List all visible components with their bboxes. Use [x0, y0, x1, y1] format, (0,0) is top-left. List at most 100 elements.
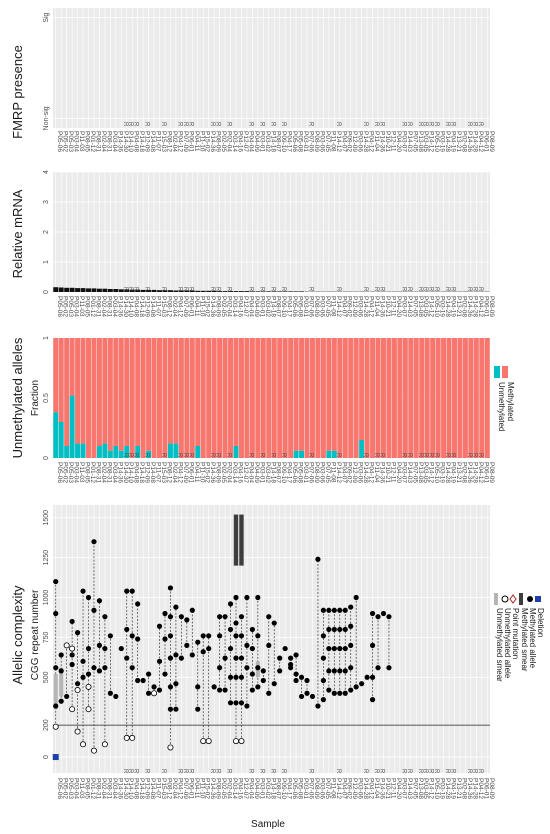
fmrp-tick-label: P14-36 — [379, 131, 386, 152]
mrna-bar — [157, 290, 162, 292]
unmeth-tick-label: P01-12 — [89, 462, 96, 483]
mrna-tick-label: P04-12 — [477, 296, 484, 317]
allelic-methylated-allele — [124, 655, 130, 661]
unmeth-r-flag: R — [362, 453, 368, 458]
unmeth-tick-label: P04-08 — [133, 462, 140, 483]
allelic-r-flag: R — [379, 769, 385, 774]
mrna-tick-label: P03-19 — [439, 296, 446, 317]
allelic-r-flag: R — [335, 769, 341, 774]
allelic-tick-label: P14-08 — [149, 778, 156, 799]
allelic-methylated-allele — [337, 626, 343, 633]
allelic-methylated-allele — [238, 700, 245, 706]
unmeth-r-flag: R — [466, 453, 472, 458]
mrna-r-flag: R — [226, 287, 232, 292]
fmrp-tick-label: P06-01 — [482, 131, 489, 152]
mrna-tick-label: P04-20 — [395, 296, 402, 317]
allelic-methylated-allele — [326, 668, 332, 674]
fmrp-r-flag: R — [182, 122, 188, 127]
fmrp-tick-label: P04-17 — [286, 131, 293, 152]
unmeth-bar-methylated — [107, 338, 113, 451]
allelic-methylated-allele — [53, 703, 59, 709]
mrna-tick-label: P04-11 — [193, 296, 200, 317]
mrna-tick-label: P04-04 — [247, 296, 254, 317]
fmrp-tick-label: P15-02 — [204, 131, 211, 152]
mrna-tick-label: P15-03 — [160, 296, 167, 317]
mrna-tick-label: P14-28 — [471, 296, 478, 317]
unmeth-tick-label: P04-04 — [247, 462, 254, 483]
mrna-tick-label: P08-09 — [215, 296, 222, 317]
mrna-bar — [58, 287, 64, 292]
allelic-tick-label: P04-12 — [368, 778, 375, 799]
allelic-methylated-allele — [249, 687, 255, 693]
allelic-methylated-allele — [124, 588, 130, 594]
allelic-tick-label: P08-05 — [84, 778, 91, 799]
allelic-methylated-allele — [260, 668, 266, 674]
fmrp-tick-label: P08-05 — [84, 131, 91, 152]
unmeth-tick-label: P02-04 — [226, 462, 233, 483]
unmeth-r-flag: R — [373, 453, 379, 458]
unmeth-bar-methylated — [266, 338, 272, 458]
fmrp-tick-label: P13-21 — [455, 131, 462, 152]
mrna-bar — [162, 290, 168, 292]
allelic-methylated-allele — [375, 665, 381, 671]
mrna-tick-label: P03-07 — [400, 296, 407, 317]
allelic-unmethylated-allele — [129, 734, 136, 741]
mrna-tick-label: P07-05 — [324, 296, 331, 317]
allelic-tick-label: P03-06 — [318, 778, 325, 799]
fmrp-r-flag: R — [176, 122, 182, 127]
unmeth-tick-label: P03-06 — [357, 462, 364, 483]
allelic-tick-label: P08-31 — [105, 778, 112, 799]
unmeth-y-tick: 0 — [43, 456, 50, 460]
allelic-methylated-allele — [200, 649, 206, 655]
mrna-tick-label: P11-10 — [198, 296, 205, 317]
allelic-methylated-allele — [326, 645, 332, 652]
allelic-methylated-allele — [135, 601, 141, 607]
mrna-bar — [173, 290, 179, 292]
fmrp-tick-label: P08-09 — [488, 131, 495, 152]
allelic-r-flag: R — [433, 769, 439, 774]
allelic-methylated-allele — [288, 655, 294, 661]
allelic-r-flag: R — [450, 769, 456, 774]
mrna-tick-label: P03-05 — [422, 296, 429, 317]
unmeth-bar-methylated — [304, 338, 310, 458]
allelic-tick-label: P04-19 — [450, 778, 457, 799]
unmeth-tick-label: P05-08 — [297, 462, 304, 483]
unmeth-bar-methylated — [249, 338, 255, 458]
unmeth-r-flag: R — [417, 453, 423, 458]
fmrp-tick-label: P08-31 — [94, 131, 101, 152]
unmeth-tick-label: P14-36 — [209, 462, 216, 483]
fmrp-tick-label: P03-14 — [231, 131, 238, 152]
fmrp-tick-label: P09-02 — [346, 131, 353, 152]
allelic-r-flag: R — [417, 769, 423, 774]
fmrp-r-flag: R — [160, 122, 166, 127]
mrna-bar — [53, 287, 59, 292]
unmeth-bar-unmethylated — [299, 450, 305, 458]
fmrp-tick-label: P07-09 — [182, 131, 189, 152]
unmeth-tick-label: P11-08 — [329, 462, 336, 483]
unmeth-tick-label: P14-03 — [406, 462, 413, 483]
allelic-methylated-allele — [129, 588, 135, 594]
allelic-unmethylated-allele — [69, 706, 76, 713]
allelic-y-tick: 1250 — [43, 550, 50, 566]
mrna-bar — [135, 289, 141, 292]
allelic-methylated-allele — [167, 655, 174, 661]
legend-label-methylated: Methylated — [506, 382, 515, 421]
unmeth-tick-label: P08-31 — [94, 462, 101, 483]
allelic-methylated-allele — [80, 588, 86, 594]
unmeth-bar-methylated — [320, 338, 326, 458]
mrna-bar — [75, 288, 81, 292]
allelic-r-flag: R — [471, 769, 477, 774]
mrna-bar — [69, 287, 75, 292]
unmeth-bar-methylated — [173, 338, 179, 444]
mrna-bar — [91, 288, 97, 292]
fmrp-r-flag: R — [417, 122, 423, 127]
allelic-tick-label: P07-05 — [324, 778, 331, 799]
allelic-r-flag: R — [226, 769, 232, 774]
unmeth-tick-label: P03-01 — [258, 462, 265, 483]
mrna-tick-label: P14-36 — [209, 296, 216, 317]
unmeth-tick-label: P15-02 — [204, 462, 211, 483]
unmeth-bar-unmethylated — [113, 446, 119, 458]
unmeth-tick-label: P14-28 — [362, 462, 369, 483]
allelic-methylated-allele — [233, 594, 239, 601]
